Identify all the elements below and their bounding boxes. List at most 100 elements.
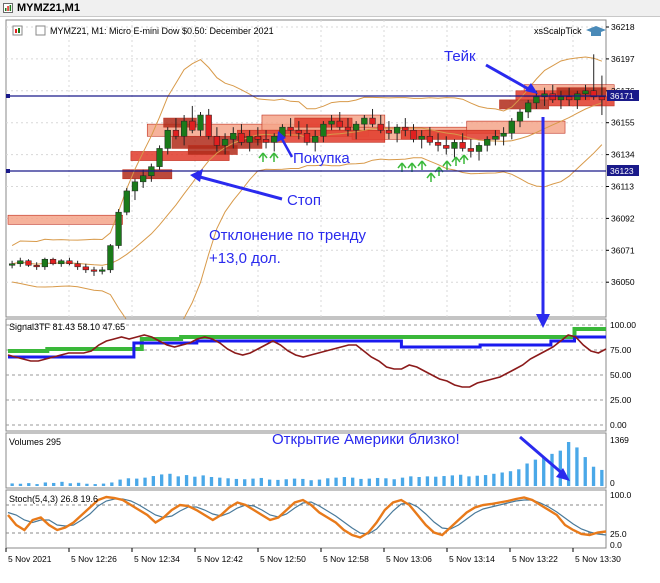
time-tick-label: 5 Nov 12:26 [71, 554, 117, 564]
price-axis[interactable]: 3621836197361763615536134361133609236071… [606, 22, 635, 287]
volume-bar [276, 479, 280, 486]
stop-arrow-head [190, 169, 203, 182]
volume-bar [18, 483, 23, 486]
order-zone [400, 129, 500, 140]
signal-tick-label: 75.00 [610, 345, 632, 355]
main-panel[interactable]: MYMZ21, M1: Micro E-mini Dow $0.50: Dece… [5, 19, 639, 334]
candle-body [49, 258, 57, 265]
candle-body [115, 211, 122, 246]
time-axis[interactable]: 5 Nov 2021 5 Nov 12:26 5 Nov 12:34 5 Nov 12… [5, 548, 621, 564]
take-price-tag [607, 90, 639, 101]
buy-annotation: Покупка [293, 150, 350, 167]
candle-body [172, 129, 180, 137]
volume-bar [492, 473, 496, 486]
candle-body [598, 96, 606, 101]
candle-body [271, 136, 278, 143]
volume-bar [434, 476, 438, 486]
take-arrow [485, 63, 533, 93]
volume-bar [442, 476, 446, 486]
candle-body [557, 96, 565, 101]
volume-bar [600, 469, 604, 486]
candle-body [320, 123, 327, 137]
chart-svg[interactable]: MYMZ21, M1: Micro E-mini Dow $0.50: Dece… [0, 17, 660, 578]
candle-body [418, 136, 425, 140]
volume-bar [43, 482, 48, 486]
volume-bar [284, 479, 288, 486]
stop-line-handle[interactable] [6, 169, 10, 173]
candle-body [156, 148, 163, 167]
chart-frame[interactable]: MYMZ21, M1: Micro E-mini Dow $0.50: Dece… [0, 17, 660, 578]
order-zone [499, 99, 549, 110]
signal-green-line [8, 327, 606, 353]
deviation-annotation-line1: Отклонение по тренду [209, 227, 367, 244]
signal-tick-label: 25.00 [610, 395, 632, 405]
price-tick-label: 36218 [611, 22, 635, 32]
volume-bar [209, 477, 214, 486]
price-tick-label: 36134 [611, 150, 635, 160]
stop-arrow [199, 175, 283, 201]
volume-axis-min: 0 [610, 478, 615, 488]
volume-bar [201, 475, 205, 486]
volume-bar [193, 476, 197, 486]
candle-body [443, 145, 450, 149]
order-zone [130, 151, 230, 161]
take-line-handle[interactable] [6, 94, 10, 98]
volume-bar [259, 477, 263, 486]
candle-body [238, 133, 245, 143]
signal-tick-label: 100.00 [610, 320, 636, 330]
order-zone [556, 87, 607, 98]
candle-body [590, 90, 597, 98]
stoch-axis-bottom: 0.0 [610, 540, 622, 550]
chart-mini-icon-bar [15, 29, 17, 33]
candle-body [303, 133, 311, 143]
volume-bar [508, 471, 513, 486]
candle-body [107, 245, 114, 271]
stoch-main-line [7, 495, 607, 539]
signal-axis: 100.00 75.00 50.00 25.00 0.00 [610, 320, 636, 430]
volume-bar [517, 469, 521, 486]
stoch-axis-mid: 25.0 [610, 529, 627, 539]
candle-body [459, 142, 466, 149]
volume-bar [101, 483, 106, 486]
signal-panel[interactable]: Signal3TF 81.43 58.10 47.65 100.00 75.00 5… [5, 314, 636, 432]
candle-body [99, 269, 106, 272]
candle-body [41, 258, 48, 268]
volume-bar [251, 478, 255, 486]
stop-annotation: Стоп [287, 192, 321, 209]
buy-arrow-head [277, 131, 286, 142]
candle-body [541, 93, 548, 98]
signal-blue-line [8, 335, 606, 359]
time-tick-label: 5 Nov 12:42 [197, 554, 243, 564]
volume-bars [10, 442, 604, 486]
volume-panel[interactable]: Volumes 295 1369 0 [5, 432, 629, 489]
stoch-panel-header: Stoch(5,4,3) 26.8 19.6 [9, 494, 98, 504]
candle-body [197, 114, 204, 131]
time-tick-label: 5 Nov 13:14 [449, 554, 495, 564]
volume-bar [317, 479, 322, 486]
candle-body [516, 111, 524, 122]
volume-bar [359, 478, 363, 486]
candle-body [25, 260, 32, 266]
volume-bar [234, 478, 239, 486]
volume-bar [334, 477, 338, 486]
candle-body [140, 175, 147, 183]
stoch-panel-border [5, 489, 607, 549]
volume-bar [218, 477, 222, 486]
candle-body [131, 181, 139, 192]
candle-body [33, 265, 40, 268]
signal-tick-label: 0.00 [610, 420, 627, 430]
candle-body [549, 93, 556, 101]
indicator-label: xsScalpTick [534, 26, 582, 36]
america-arrow [519, 435, 564, 476]
candle-body [410, 129, 417, 140]
volume-bar [326, 478, 330, 486]
candle-body [582, 90, 589, 95]
candle-body [17, 260, 24, 265]
volume-bar [301, 478, 305, 486]
candle-body [484, 139, 491, 146]
volume-bar [184, 475, 189, 486]
candle-body [74, 263, 81, 268]
candle-body [328, 120, 335, 125]
candle-body [377, 123, 384, 131]
stoch-panel[interactable]: Stoch(5,4,3) 26.8 19.6 100.0 25.0 0.0 [5, 489, 632, 550]
